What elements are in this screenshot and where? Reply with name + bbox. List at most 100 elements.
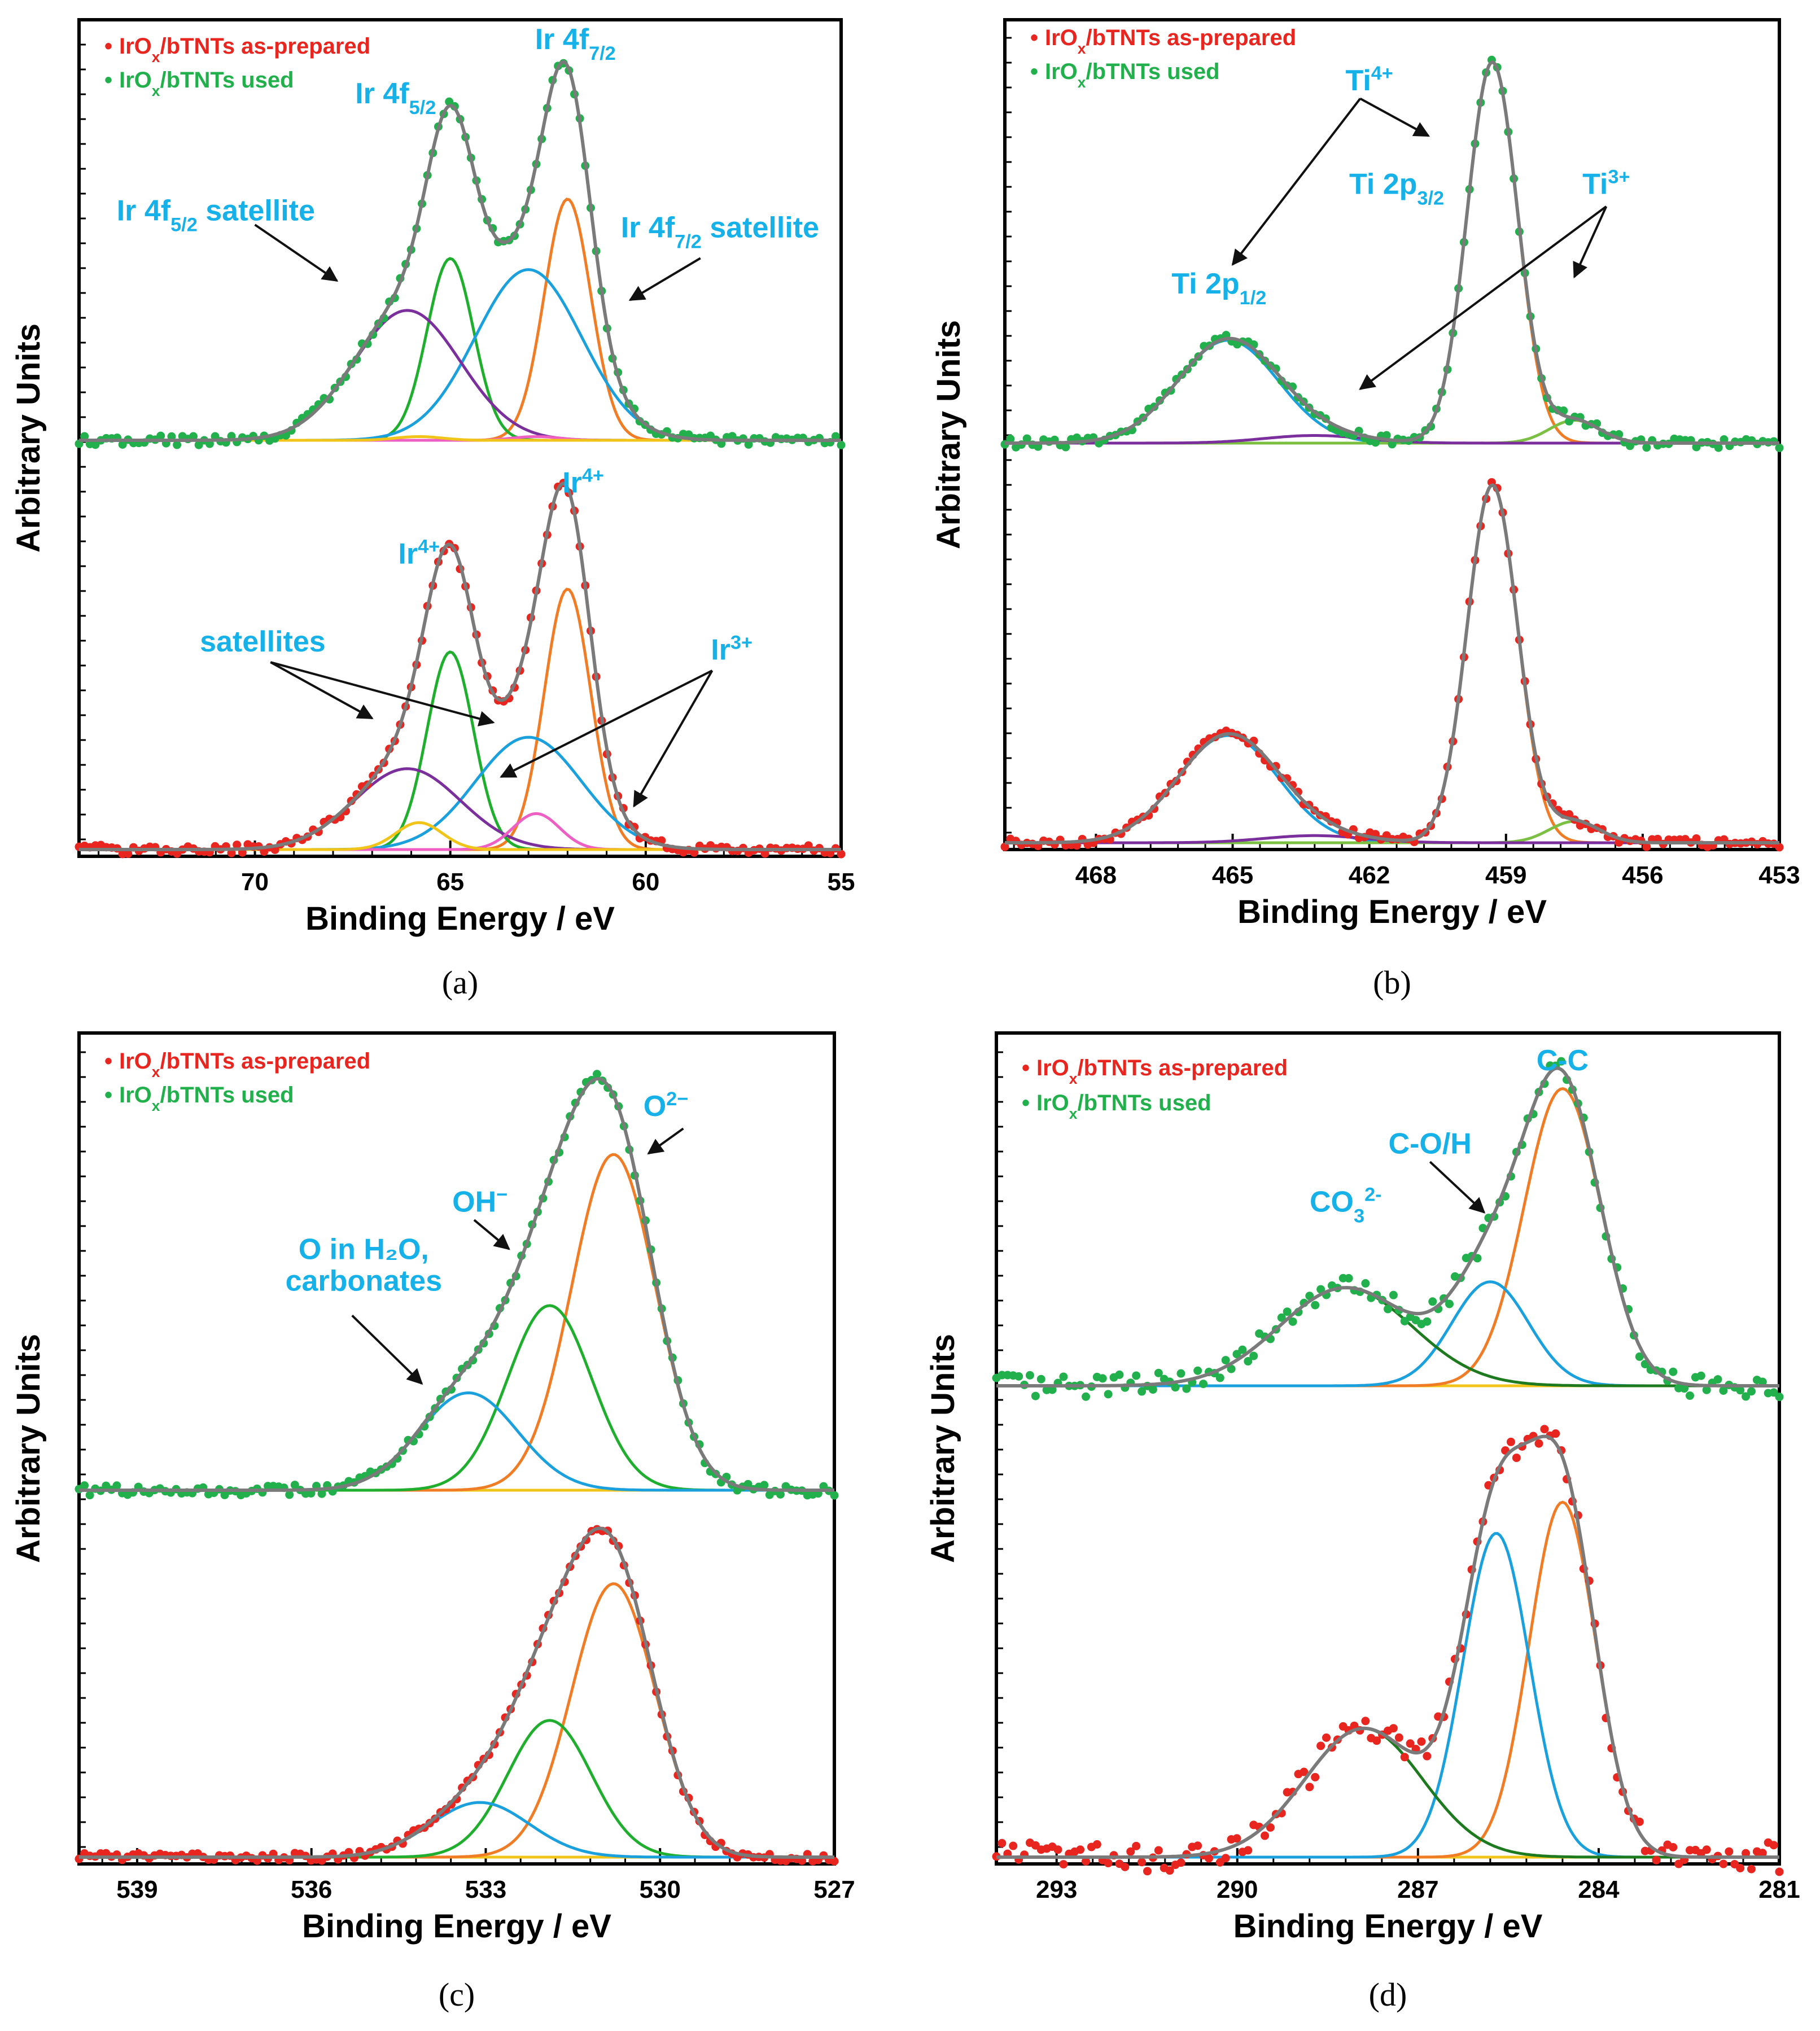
stack-used	[1000, 55, 1784, 452]
data-point	[1400, 1753, 1409, 1762]
legend-entry-used-prefix: IrO	[119, 68, 152, 93]
annotation-label-text: carbonates	[286, 1264, 442, 1297]
legend-entry-used-prefix: IrO	[1045, 59, 1078, 84]
plot-frame	[995, 1031, 1781, 1866]
data-point	[260, 847, 269, 856]
data-point	[102, 1481, 111, 1490]
data-point	[1277, 1313, 1286, 1322]
component-peak-ti4-2p1-2	[1005, 734, 1779, 844]
data-point	[1747, 1387, 1756, 1396]
fit-envelope	[1005, 483, 1779, 844]
data-point	[1059, 1372, 1068, 1381]
annotation-label: Ir 4f5/2	[355, 77, 436, 119]
component-peak-ir4-4f5-2	[79, 650, 841, 851]
legend-marker: •	[1030, 25, 1038, 50]
stack-used	[992, 1057, 1784, 1402]
data-point	[1215, 1858, 1224, 1867]
component-peak-oh-	[79, 1304, 834, 1492]
data-point	[1540, 1425, 1549, 1434]
x-axis-title: Binding Energy / eV	[305, 900, 615, 937]
data-point	[1132, 1371, 1141, 1380]
fit-envelope	[79, 1526, 834, 1859]
data-point	[1000, 842, 1009, 851]
data-point	[1546, 1061, 1555, 1070]
x-tick-label: 459	[1485, 861, 1526, 889]
legend-marker: •	[104, 1049, 112, 1074]
data-point	[1685, 1846, 1694, 1855]
data-point	[1305, 1783, 1314, 1792]
data-point	[1238, 1848, 1247, 1857]
annotation-label-sup: 3+	[1608, 167, 1630, 188]
annotation-label-text: C-O/H	[1389, 1127, 1472, 1160]
data-point	[1747, 1864, 1756, 1874]
x-axis-title: Binding Energy / eV	[302, 1908, 611, 1945]
data-point	[1266, 1823, 1275, 1832]
stack-as-prepared	[992, 1425, 1784, 1876]
component-peak-o2-	[79, 1582, 834, 1859]
data-point	[1182, 1384, 1191, 1393]
annotation-label-sup: 4+	[582, 465, 604, 486]
legend-entry-used-sub: x	[152, 82, 160, 99]
component-peak-c-o-h	[996, 1532, 1779, 1859]
annotation-label-sup: 4+	[418, 536, 440, 557]
fit-envelope	[79, 1076, 834, 1492]
plot-frame	[77, 18, 843, 858]
legend: • IrOx/bTNTs as-prepared• IrOx/bTNTs used	[1030, 25, 1296, 91]
data-point	[1742, 1392, 1751, 1401]
data-point	[1742, 1849, 1751, 1858]
component-peak-ti4-2p3-2	[1005, 60, 1779, 445]
data-point	[1450, 1272, 1459, 1281]
data-point	[1311, 1772, 1320, 1781]
annotation-label: CO32-	[1310, 1184, 1382, 1227]
stack-as-prepared	[75, 1525, 839, 1866]
annotations: Ti4+Ti 2p3/2 Ti3+Ti 2p1/2	[1171, 63, 1630, 309]
data-point	[831, 432, 840, 441]
x-tick-label: 462	[1349, 861, 1390, 889]
component-peak-c-c	[996, 1087, 1779, 1387]
annotation-label-sup: 2-	[1364, 1184, 1382, 1205]
data-point	[1674, 1859, 1683, 1868]
data-point	[1752, 1847, 1761, 1856]
data-point	[1249, 1351, 1258, 1360]
legend-entry-as_prepared-sub: x	[152, 1063, 160, 1080]
legend-entry-used-sub: x	[1069, 1105, 1078, 1122]
annotation-label: Ti 2p3/2	[1349, 168, 1444, 209]
data-point	[178, 432, 187, 441]
legend-entry-used-prefix: IrO	[1036, 1091, 1069, 1115]
data-point	[118, 850, 127, 859]
legend-entry-as_prepared: IrOx/bTNTs as-prepared	[119, 1049, 370, 1080]
x-tick-label: 468	[1075, 861, 1117, 889]
x-tick-label: 539	[116, 1876, 158, 1903]
annotation-label-text: O	[644, 1090, 666, 1123]
annotation-label: OH−	[452, 1184, 508, 1218]
data-point	[1674, 1384, 1683, 1393]
data-point	[1193, 1366, 1202, 1375]
annotation-label-text: Ir 4f	[621, 211, 675, 244]
x-tick-label: 284	[1578, 1876, 1620, 1903]
legend: • IrOx/bTNTs as-prepared• IrOx/bTNTs used	[104, 1049, 370, 1114]
legend-marker: •	[104, 68, 112, 93]
annotation-label: Ti 2p1/2	[1171, 268, 1266, 309]
panel-d: 293 290 287 284 281 Binding Energy / eV Arbitr…	[925, 1031, 1800, 2013]
data-point	[1775, 1867, 1784, 1876]
panel-c: 539 536 533 530 527 Binding Energy / eV Arbitr…	[10, 1031, 855, 2013]
data-point	[1042, 1385, 1051, 1394]
data-point	[1669, 1367, 1678, 1376]
data-point	[264, 1482, 272, 1491]
data-point	[1316, 1285, 1325, 1294]
data-point	[1725, 1847, 1734, 1856]
annotation-label-tail: satellite	[702, 211, 819, 244]
legend-entry-as_prepared-prefix: IrO	[1045, 25, 1078, 50]
annotation-label: Ir3+	[711, 632, 753, 667]
legend-marker: •	[1022, 1056, 1030, 1080]
data-point	[317, 1489, 326, 1498]
legend-marker: •	[104, 1083, 112, 1108]
data-point	[1249, 1820, 1258, 1829]
x-tick-label: 527	[813, 1876, 855, 1903]
y-axis-title: Arbitrary Units	[10, 1334, 47, 1563]
data-point	[1283, 1307, 1292, 1316]
annotation-label-sub: 7/2	[675, 231, 702, 252]
data-point	[1221, 1356, 1230, 1365]
data-point	[1109, 1373, 1118, 1382]
data-point	[1012, 443, 1021, 452]
